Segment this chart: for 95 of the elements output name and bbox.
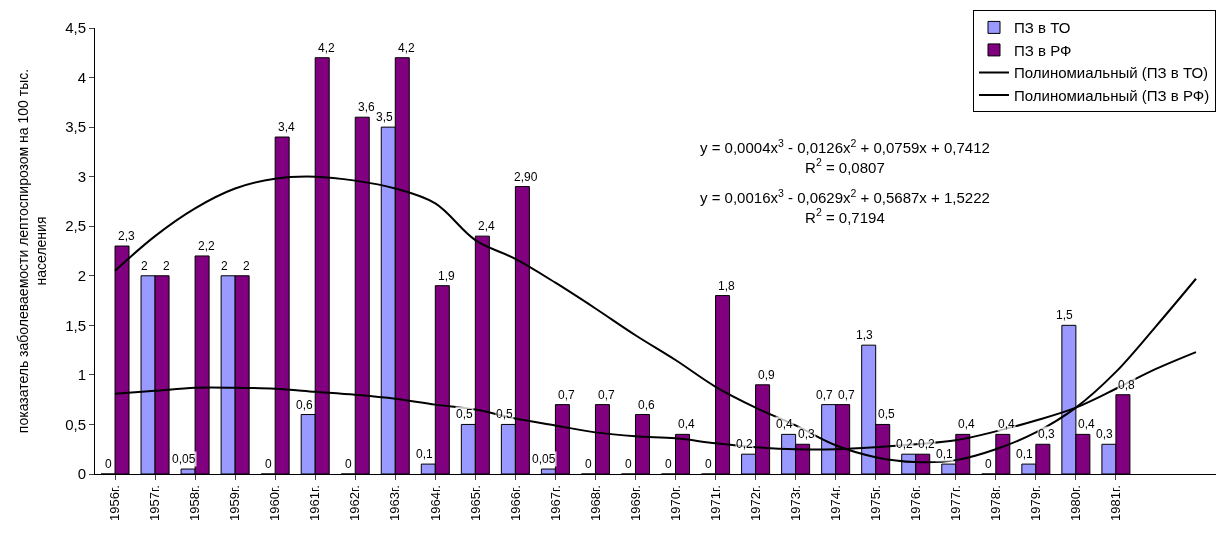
data-label: 0,1 (936, 447, 954, 461)
y-tick-label: 3 (77, 167, 86, 185)
data-label: 0 (105, 457, 112, 471)
data-label: 0,2 (918, 437, 936, 451)
y-axis-title: показатель заболеваемости лептоспирозом на 100 тыс. населения (14, 68, 49, 434)
data-label: 0,3 (798, 427, 816, 441)
data-label: 0 (985, 457, 992, 471)
x-tick-label: 1977г. (947, 485, 963, 521)
data-label: 0,6 (296, 398, 314, 412)
data-label: 1,9 (438, 269, 456, 283)
data-label: 2 (141, 259, 148, 273)
data-label: 2,4 (478, 219, 496, 233)
legend-label: Полиномиальный (ПЗ в РФ) (1014, 86, 1210, 104)
data-label: 0,4 (1078, 417, 1096, 431)
y-tick-label: 1,5 (65, 316, 86, 334)
x-tick-label: 1968г. (587, 485, 603, 521)
data-label: 0,7 (838, 388, 856, 402)
x-tick-label: 1969г. (627, 485, 643, 521)
y-tick-label: 0,5 (65, 415, 86, 433)
data-label: 0,5 (456, 407, 474, 421)
data-label: 2,3 (118, 229, 136, 243)
x-tick-label: 1980г. (1068, 485, 1084, 521)
data-label: 0,4 (998, 417, 1016, 431)
data-label: 4,2 (398, 41, 416, 55)
y-tick-label: 1 (77, 366, 86, 384)
data-label: 1,8 (718, 279, 736, 293)
data-label: 0,4 (776, 417, 794, 431)
y-tick-label: 3,5 (65, 118, 86, 136)
legend-label: ПЗ в ТО (1014, 19, 1071, 37)
data-label: 0,6 (638, 398, 656, 412)
data-label: 0,2 (896, 437, 914, 451)
x-tick-label: 1965г. (467, 485, 483, 521)
x-tick-label: 1979г. (1028, 485, 1044, 521)
data-label: 0,1 (1016, 447, 1034, 461)
data-label: 0,3 (1096, 427, 1114, 441)
x-tick-label: 1972г. (747, 485, 763, 521)
data-label: 0,7 (598, 388, 616, 402)
x-tick-label: 1978г. (988, 485, 1004, 521)
data-label: 0,05 (172, 452, 196, 466)
x-tick-label: 1971г. (707, 485, 723, 521)
data-label: 0 (345, 457, 352, 471)
y-tick-label: 4 (77, 68, 86, 86)
data-label: 0 (265, 457, 272, 471)
data-label: 2 (243, 259, 250, 273)
data-label: 1,3 (856, 328, 874, 342)
text: y = 0,0016x$^{3}$ - 0,0629x$^{2}$ + 0,5687x + 1,5222 R$^{2}$ = 0,7194 (700, 187, 990, 226)
data-label: 0 (665, 457, 672, 471)
x-tick-label: 1981г. (1108, 485, 1124, 521)
x-tick-label: 1975г. (867, 485, 883, 521)
data-label: 0 (705, 457, 712, 471)
data-label: 0,8 (1118, 378, 1136, 392)
data-label: 0,5 (496, 407, 514, 421)
y-tick-label: 0 (77, 465, 86, 483)
x-tick-label: 1961г. (307, 485, 323, 521)
legend-label: Полиномиальный (ПЗ в ТО) (1014, 64, 1209, 82)
x-tick-label: 1974г. (827, 485, 843, 521)
data-label: 2 (221, 259, 228, 273)
x-tick-label: 1976г. (907, 485, 923, 521)
y-tick-label: 2 (77, 267, 86, 285)
data-label: 0,4 (958, 417, 976, 431)
x-tick-label: 1963г. (387, 485, 403, 521)
x-tick-label: 1960г. (267, 485, 283, 521)
data-label: 2,90 (514, 170, 538, 184)
x-tick-label: 1958г. (187, 485, 203, 521)
data-label: 0,05 (532, 452, 556, 466)
data-label: 3,4 (278, 120, 296, 134)
data-label: 2,2 (198, 239, 216, 253)
data-label: 0,2 (736, 437, 754, 451)
x-tick-label: 1966г. (507, 485, 523, 521)
text: y = 0,0004x$^{3}$ - 0,0126x$^{2}$ + 0,0759x + 0,7412 R$^{2}$ = 0,0807 (700, 137, 990, 176)
x-tick-label: 1957г. (147, 485, 163, 521)
data-label: 3,6 (358, 100, 376, 114)
x-tick-label: 1962г. (347, 485, 363, 521)
data-label: 2 (163, 259, 170, 273)
x-tick-label: 1970г. (667, 485, 683, 521)
y-tick-label: 2,5 (65, 217, 86, 235)
data-label: 1,5 (1056, 308, 1074, 322)
data-label: 0 (625, 457, 632, 471)
data-label: 0 (585, 457, 592, 471)
x-tick-label: 1973г. (787, 485, 803, 521)
y-tick-label: 4,5 (65, 19, 86, 37)
x-tick-label: 1956г. (107, 485, 123, 521)
legend-label: ПЗ в РФ (1014, 41, 1072, 59)
data-label: 0,4 (678, 417, 696, 431)
data-label: 0,1 (416, 447, 434, 461)
data-label: 3,5 (376, 110, 394, 124)
x-tick-label: 1967г. (547, 485, 563, 521)
x-tick-label: 1964г. (427, 485, 443, 521)
data-label: 0,9 (758, 368, 776, 382)
data-label: 0,7 (558, 388, 576, 402)
x-tick-label: 1959г. (227, 485, 243, 521)
data-label: 4,2 (318, 41, 336, 55)
data-label: 0,7 (816, 388, 834, 402)
data-label: 0,5 (878, 407, 896, 421)
data-label: 0,3 (1038, 427, 1056, 441)
